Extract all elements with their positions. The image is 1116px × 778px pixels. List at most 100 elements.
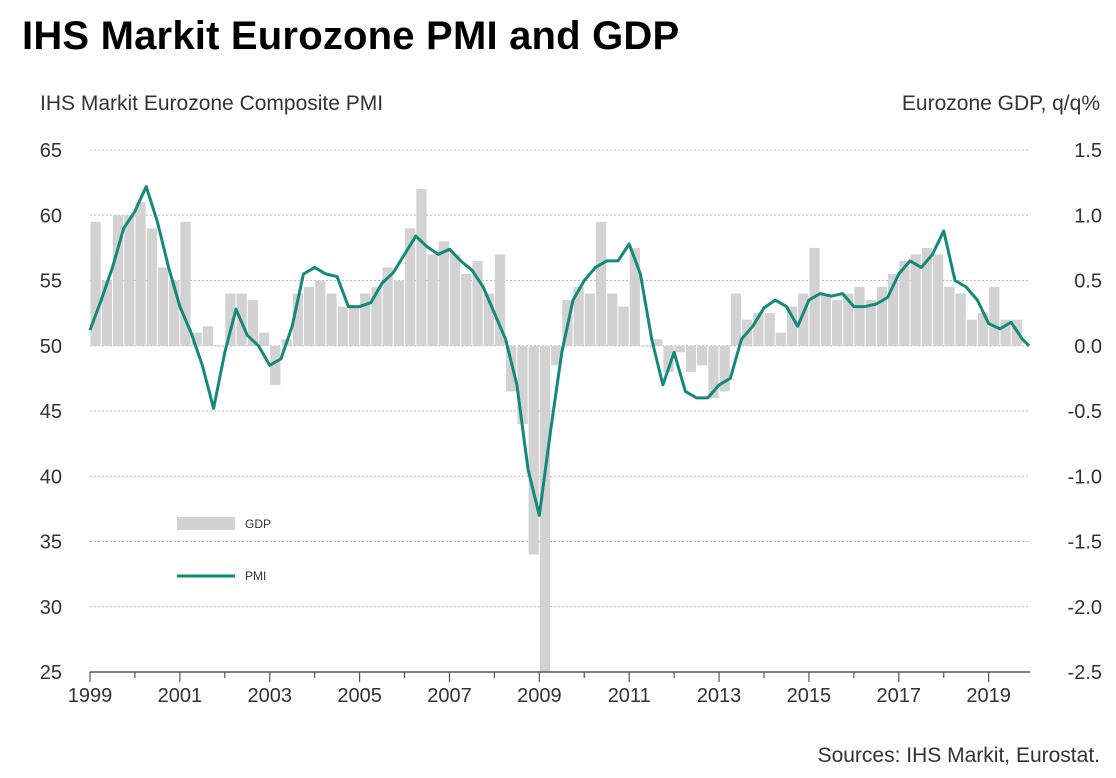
gdp-bar — [427, 254, 438, 346]
right-tick-label: 0.0 — [1074, 336, 1102, 358]
gdp-bar — [820, 293, 831, 346]
gdp-bar — [539, 345, 551, 672]
gdp-bar — [989, 287, 1000, 346]
right-tick-label: 0.5 — [1074, 271, 1102, 293]
gdp-bar — [966, 319, 977, 346]
left-axis-label: IHS Markit Eurozone Composite PMI — [40, 92, 384, 115]
gdp-bar — [303, 287, 315, 346]
legend: GDP PMI — [177, 517, 271, 583]
gdp-bar — [472, 260, 483, 346]
right-tick-label: -0.5 — [1068, 401, 1102, 423]
right-axis-label: Eurozone GDP, q/q% — [901, 92, 1100, 115]
gdp-bar — [135, 202, 146, 346]
gdp-bar — [438, 241, 449, 346]
gdp-bar — [146, 228, 157, 346]
gdp-bar — [449, 254, 461, 346]
gdp-bar — [865, 300, 876, 346]
left-tick-label: 65 — [40, 140, 62, 162]
gdp-bar — [214, 345, 225, 347]
left-tick-label: 30 — [40, 597, 62, 619]
gdp-bar — [258, 332, 270, 346]
gdp-bar — [337, 306, 348, 346]
gdp-bar — [191, 332, 202, 346]
gdp-bar — [101, 280, 112, 346]
gdp-bar — [360, 293, 371, 346]
gdp-bar — [169, 280, 180, 346]
gdp-bar — [730, 293, 742, 346]
gdp-bar — [573, 287, 584, 346]
x-tick-label: 1999 — [68, 685, 113, 707]
gdp-bar — [461, 273, 472, 346]
gdp-bar — [315, 280, 326, 346]
source-note: Sources: IHS Markit, Eurostat. — [817, 744, 1100, 767]
x-tick-label: 2001 — [158, 685, 203, 707]
gridlines — [90, 149, 1030, 608]
gdp-bars — [90, 189, 1022, 672]
legend-gdp-label: GDP — [245, 517, 271, 531]
gdp-bar — [977, 313, 989, 346]
gdp-bar — [551, 345, 562, 366]
gdp-bar — [202, 326, 214, 346]
gdp-bar — [247, 300, 258, 346]
x-tick-label: 2011 — [608, 685, 651, 707]
x-tick-label: 2017 — [877, 685, 922, 707]
gdp-bar — [292, 293, 303, 346]
left-tick-label: 25 — [40, 662, 62, 684]
gdp-bar — [944, 287, 955, 346]
chart-title: IHS Markit Eurozone PMI and GDP — [22, 14, 680, 58]
gdp-bar — [90, 221, 101, 346]
left-tick-label: 50 — [40, 336, 62, 358]
gdp-bar — [124, 215, 135, 346]
x-tick-label: 2005 — [337, 685, 382, 707]
gdp-bar — [674, 345, 685, 353]
gdp-bar — [843, 293, 854, 346]
x-tick-label: 2007 — [427, 685, 472, 707]
pmi-line — [88, 185, 1031, 517]
gdp-bar — [708, 345, 719, 398]
right-tick-label: -1.5 — [1068, 532, 1102, 554]
gdp-bar — [775, 332, 786, 346]
gdp-bar — [932, 254, 944, 346]
gdp-bar — [506, 345, 517, 392]
gdp-bar — [405, 228, 416, 346]
right-tick-label: -2.5 — [1068, 662, 1102, 684]
axes: 25 30 35 40 45 50 55 60 65 -2.5 -2.0 -1.5 -1.0 -0.5 0.… — [40, 140, 1102, 707]
gdp-bar — [225, 293, 236, 346]
gdp-bar — [854, 287, 865, 346]
legend-pmi-label: PMI — [245, 569, 266, 583]
gdp-bar — [876, 287, 888, 346]
gdp-bar — [595, 221, 607, 346]
gdp-bar — [607, 293, 618, 346]
gdp-bar — [157, 267, 169, 346]
gdp-bar — [640, 345, 652, 347]
gdp-bar — [831, 300, 843, 346]
gdp-bar — [1000, 319, 1011, 346]
gdp-bar — [371, 287, 382, 346]
gdp-bar — [483, 293, 494, 346]
gdp-bar — [685, 345, 697, 372]
gdp-bar — [326, 293, 337, 346]
right-tick-label: -2.0 — [1068, 597, 1102, 619]
gdp-bar — [910, 254, 921, 346]
left-tick-label: 45 — [40, 401, 62, 423]
gdp-bar — [584, 293, 595, 346]
gdp-bar — [112, 215, 124, 346]
right-tick-label: 1.5 — [1074, 140, 1102, 162]
pmi-line-group — [88, 185, 1031, 517]
x-tick-label: 2013 — [697, 685, 742, 707]
gdp-bar — [517, 345, 528, 425]
gdp-bar — [753, 313, 764, 346]
gdp-bar — [494, 254, 506, 346]
gdp-bar — [382, 267, 393, 346]
right-tick-label: 1.0 — [1074, 205, 1102, 227]
gdp-bar — [393, 280, 405, 346]
left-tick-label: 35 — [40, 532, 62, 554]
left-tick-label: 40 — [40, 466, 62, 488]
right-tick-label: -1.0 — [1068, 466, 1102, 488]
gdp-bar — [618, 306, 629, 346]
left-tick-label: 55 — [40, 271, 62, 293]
gdp-bar — [921, 247, 932, 346]
x-tick-label: 2003 — [247, 685, 292, 707]
gdp-bar — [348, 306, 360, 346]
gdp-bar — [786, 306, 798, 346]
